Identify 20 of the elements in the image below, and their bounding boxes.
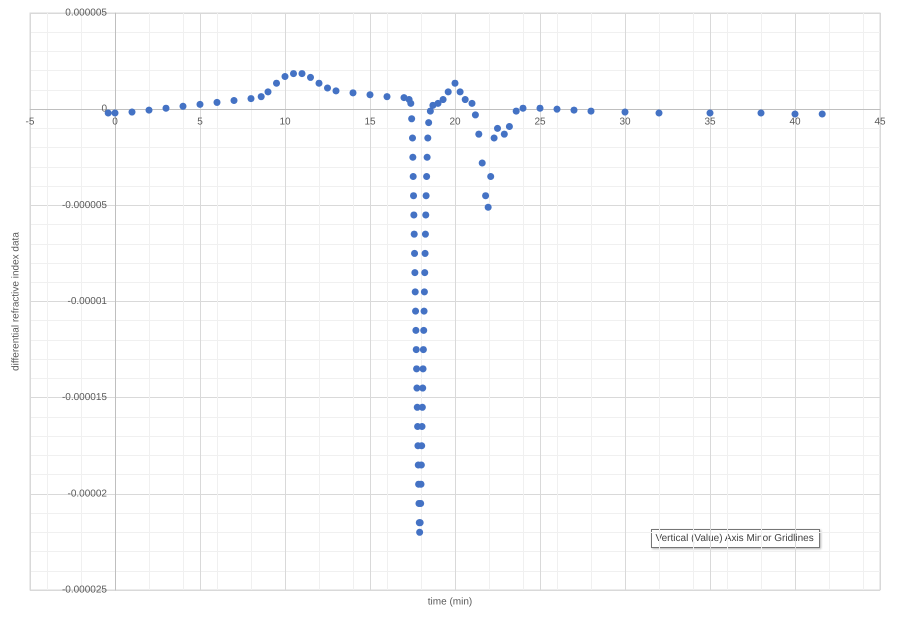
- x-tick-label: 35: [704, 116, 716, 128]
- x-axis-title: time (min): [428, 596, 472, 608]
- x-tick-label: -5: [26, 116, 35, 128]
- y-tick-label: -0.000015: [62, 392, 108, 404]
- y-tick-label: -0.00002: [68, 488, 108, 500]
- x-tick-label: 40: [789, 116, 801, 128]
- x-tick-label: 10: [279, 116, 291, 128]
- y-tick-label: 0: [101, 104, 108, 115]
- x-tick-label: 15: [364, 116, 376, 128]
- x-tick-label: 25: [534, 116, 546, 128]
- x-tick-label: 30: [619, 116, 631, 128]
- y-tick-label: 0.000005: [65, 8, 108, 18]
- x-tick-label: 0: [112, 116, 118, 128]
- y-tick-label: -0.000025: [62, 584, 108, 596]
- y-axis-title: differential refractive index data: [10, 232, 22, 371]
- y-tick-label: -0.00001: [68, 296, 108, 307]
- y-tick-label: -0.000005: [62, 200, 108, 211]
- x-tick-label: 45: [874, 116, 886, 128]
- x-tick-label: 20: [449, 116, 461, 128]
- x-tick-label: 5: [197, 116, 204, 128]
